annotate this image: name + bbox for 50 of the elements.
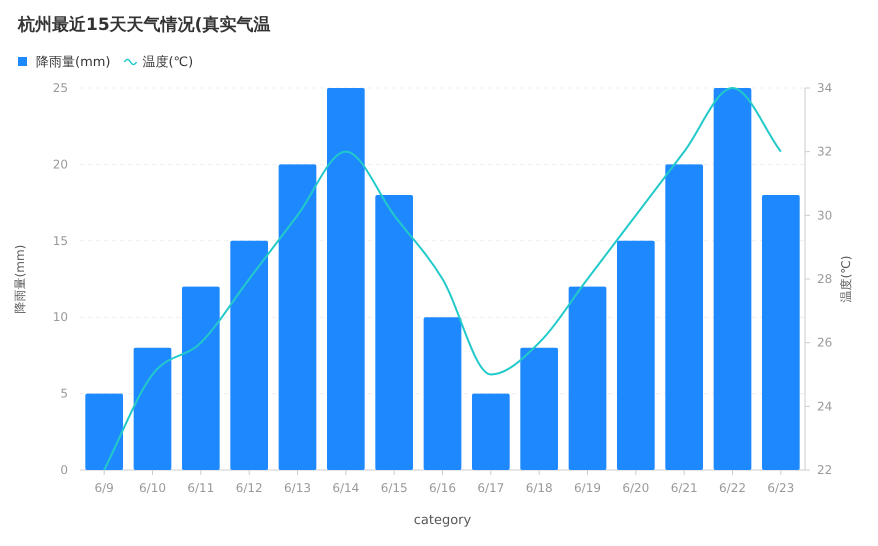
- bar: [375, 194, 414, 470]
- y2-tick-label: 22: [817, 463, 832, 477]
- line-series: [103, 87, 782, 471]
- bar: [424, 317, 462, 470]
- bar: [568, 286, 606, 470]
- bar: [472, 394, 510, 470]
- y2-axis-title: 温度(℃): [839, 256, 853, 302]
- x-tick-label: 6/12: [236, 481, 263, 495]
- bar: [85, 394, 124, 470]
- bar: [665, 164, 704, 470]
- x-tick-label: 6/22: [719, 481, 746, 495]
- x-tick-label: 6/18: [526, 481, 553, 495]
- y2-tick-label: 32: [817, 144, 832, 159]
- x-tick-label: 6/23: [767, 481, 794, 495]
- bar: [762, 194, 800, 470]
- y2-tick-label: 28: [817, 272, 832, 286]
- x-tick-label: 6/19: [574, 481, 601, 495]
- y2-tick-label: 30: [817, 208, 832, 222]
- y-axis-title: 降雨量(mm): [13, 244, 27, 314]
- bar: [182, 286, 220, 470]
- y-tick-label: 25: [52, 81, 68, 95]
- x-tick-label: 6/15: [380, 481, 408, 495]
- y-tick-label: 10: [52, 310, 68, 324]
- x-tick-label: 6/17: [477, 481, 504, 495]
- x-axis-title: category: [414, 513, 472, 528]
- x-tick-label: 6/11: [187, 481, 214, 495]
- bar: [230, 240, 268, 470]
- x-tick-label: 6/16: [429, 481, 456, 495]
- y-tick-label: 20: [52, 157, 68, 172]
- legend-label: 降雨量(mm): [36, 55, 110, 70]
- y2-tick-label: 24: [817, 399, 832, 414]
- x-tick-label: 6/10: [139, 481, 166, 495]
- x-tick-label: 6/13: [284, 481, 311, 495]
- bar: [616, 240, 655, 470]
- bar: [714, 88, 752, 470]
- legend-label: 温度(℃): [142, 54, 194, 70]
- bar: [134, 348, 172, 470]
- bar: [278, 164, 316, 470]
- x-tick-label: 6/14: [332, 481, 360, 495]
- y-tick-label: 5: [60, 386, 68, 401]
- y-tick-label: 15: [52, 234, 68, 248]
- y2-tick-label: 26: [817, 336, 832, 350]
- y2-tick-label: 34: [817, 81, 832, 95]
- x-tick-label: 6/20: [622, 481, 650, 495]
- x-tick-label: 6/21: [670, 481, 698, 495]
- bar: [520, 348, 558, 470]
- y-tick-label: 0: [60, 463, 68, 477]
- chart-title: 杭州最近15天天气情况(真实气温: [17, 15, 270, 35]
- bar: [326, 88, 365, 470]
- x-tick-label: 6/9: [94, 481, 114, 495]
